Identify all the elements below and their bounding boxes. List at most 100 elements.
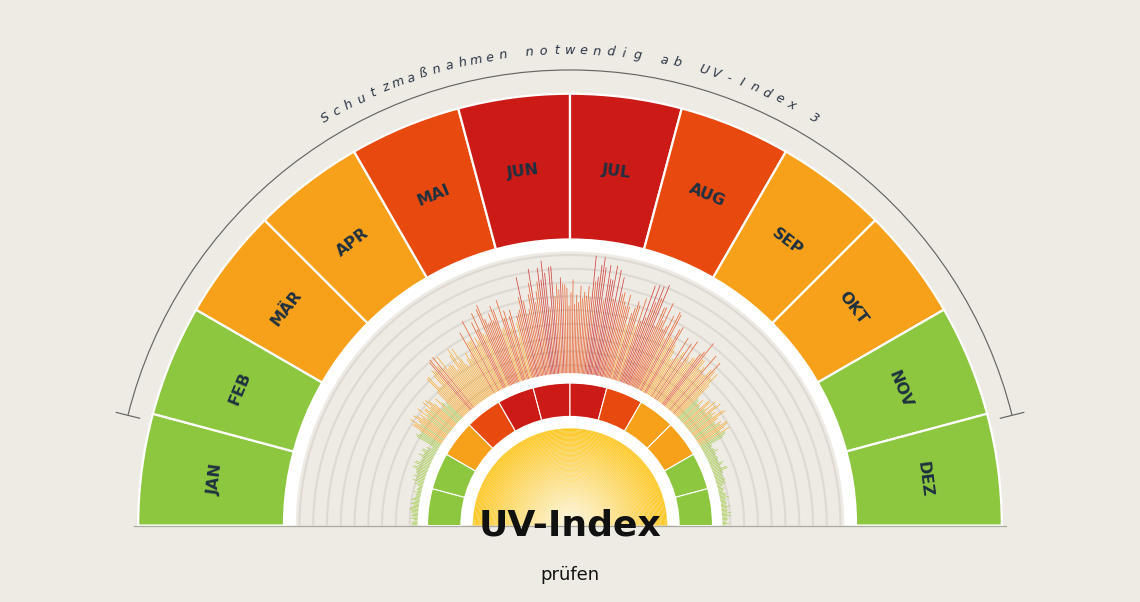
Wedge shape bbox=[499, 388, 543, 434]
Wedge shape bbox=[287, 243, 853, 526]
Wedge shape bbox=[458, 94, 570, 252]
Wedge shape bbox=[502, 458, 638, 526]
Wedge shape bbox=[564, 520, 576, 526]
Text: x: x bbox=[784, 98, 797, 113]
Text: t: t bbox=[368, 86, 378, 100]
Wedge shape bbox=[496, 451, 644, 526]
Wedge shape bbox=[531, 487, 609, 526]
Wedge shape bbox=[518, 473, 622, 526]
Text: z: z bbox=[380, 81, 391, 95]
Wedge shape bbox=[504, 460, 636, 526]
Wedge shape bbox=[534, 489, 606, 526]
Text: APR: APR bbox=[334, 225, 372, 259]
Wedge shape bbox=[500, 456, 640, 526]
Wedge shape bbox=[488, 444, 652, 526]
Wedge shape bbox=[498, 453, 642, 526]
Wedge shape bbox=[508, 464, 632, 526]
Text: FEB: FEB bbox=[227, 370, 253, 408]
Wedge shape bbox=[539, 494, 601, 526]
Text: d: d bbox=[760, 85, 773, 101]
Text: n: n bbox=[431, 62, 442, 77]
Text: S: S bbox=[318, 111, 332, 126]
Text: d: d bbox=[606, 45, 616, 59]
Wedge shape bbox=[417, 373, 723, 526]
Wedge shape bbox=[844, 414, 1002, 526]
Wedge shape bbox=[489, 445, 651, 526]
Wedge shape bbox=[562, 518, 578, 526]
Wedge shape bbox=[523, 479, 617, 526]
Wedge shape bbox=[355, 108, 497, 281]
Text: DEZ: DEZ bbox=[914, 460, 934, 498]
Text: o: o bbox=[539, 45, 547, 58]
Wedge shape bbox=[547, 503, 593, 526]
Wedge shape bbox=[290, 245, 850, 526]
Wedge shape bbox=[478, 433, 662, 526]
Wedge shape bbox=[540, 496, 600, 526]
Wedge shape bbox=[432, 455, 479, 498]
Text: ß: ß bbox=[418, 66, 430, 81]
Wedge shape bbox=[492, 448, 648, 526]
Wedge shape bbox=[543, 498, 597, 526]
Wedge shape bbox=[542, 497, 598, 526]
Wedge shape bbox=[483, 439, 657, 526]
Wedge shape bbox=[512, 467, 628, 526]
Wedge shape bbox=[770, 220, 944, 384]
Wedge shape bbox=[353, 309, 787, 526]
Wedge shape bbox=[490, 446, 650, 526]
Wedge shape bbox=[520, 476, 620, 526]
Wedge shape bbox=[522, 477, 618, 526]
Text: n: n bbox=[748, 80, 760, 95]
Wedge shape bbox=[530, 486, 610, 526]
Wedge shape bbox=[546, 502, 594, 526]
Wedge shape bbox=[421, 377, 719, 526]
Wedge shape bbox=[482, 438, 658, 526]
Wedge shape bbox=[711, 152, 876, 326]
Wedge shape bbox=[536, 491, 604, 526]
Text: OKT: OKT bbox=[837, 289, 871, 327]
Wedge shape bbox=[514, 470, 626, 526]
Wedge shape bbox=[513, 468, 627, 526]
Wedge shape bbox=[497, 452, 643, 526]
Wedge shape bbox=[544, 500, 596, 526]
Wedge shape bbox=[545, 501, 595, 526]
Text: I: I bbox=[738, 76, 746, 90]
Wedge shape bbox=[516, 472, 624, 526]
Wedge shape bbox=[527, 482, 613, 526]
Wedge shape bbox=[673, 489, 712, 526]
Wedge shape bbox=[506, 462, 634, 526]
Text: n: n bbox=[593, 45, 602, 58]
Text: e: e bbox=[579, 44, 587, 57]
Wedge shape bbox=[326, 282, 814, 526]
Text: AUG: AUG bbox=[686, 181, 727, 209]
Text: 3: 3 bbox=[808, 111, 822, 126]
Text: JUN: JUN bbox=[506, 162, 540, 181]
Wedge shape bbox=[560, 516, 580, 526]
Wedge shape bbox=[526, 481, 614, 526]
Text: JUL: JUL bbox=[601, 162, 632, 181]
Wedge shape bbox=[505, 461, 635, 526]
Wedge shape bbox=[552, 507, 588, 526]
Wedge shape bbox=[381, 337, 759, 526]
Wedge shape bbox=[394, 350, 746, 526]
Wedge shape bbox=[555, 510, 585, 526]
Wedge shape bbox=[473, 429, 667, 526]
Text: u: u bbox=[355, 92, 367, 107]
Wedge shape bbox=[534, 383, 570, 423]
Text: h: h bbox=[457, 55, 469, 70]
Wedge shape bbox=[264, 152, 429, 326]
Text: prüfen: prüfen bbox=[540, 566, 600, 584]
Wedge shape bbox=[422, 378, 718, 526]
Wedge shape bbox=[645, 425, 693, 473]
Wedge shape bbox=[570, 383, 606, 423]
Wedge shape bbox=[524, 480, 616, 526]
Wedge shape bbox=[495, 450, 645, 526]
Text: w: w bbox=[564, 44, 576, 57]
Wedge shape bbox=[515, 471, 625, 526]
Text: a: a bbox=[405, 70, 417, 85]
Wedge shape bbox=[597, 388, 641, 434]
Wedge shape bbox=[472, 427, 668, 526]
Wedge shape bbox=[475, 431, 665, 526]
Text: a: a bbox=[445, 59, 455, 73]
Wedge shape bbox=[538, 493, 602, 526]
Text: m: m bbox=[390, 75, 406, 91]
